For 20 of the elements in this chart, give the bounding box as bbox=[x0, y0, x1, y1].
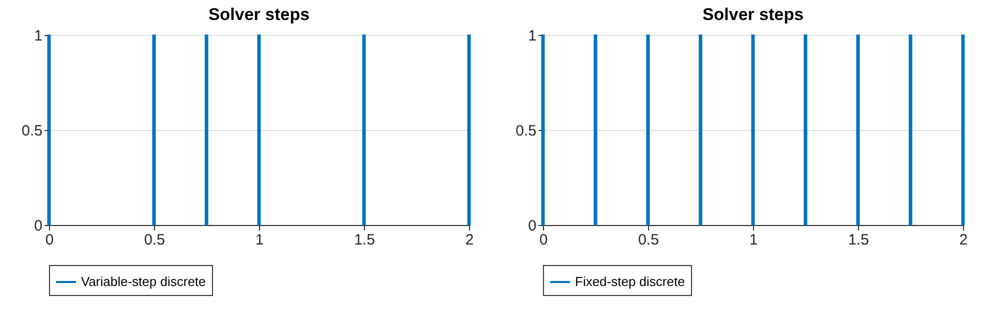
x-tick-label: 1 bbox=[255, 232, 264, 248]
y-tick-label: 1 bbox=[528, 28, 536, 44]
x-tick-label: 0.5 bbox=[144, 232, 165, 248]
legend-label: Fixed-step discrete bbox=[575, 274, 685, 289]
x-tick-label: 0 bbox=[539, 232, 548, 248]
x-tick-label: 2 bbox=[465, 232, 474, 248]
legend-label: Variable-step discrete bbox=[81, 274, 206, 289]
x-tick-label: 0.5 bbox=[638, 232, 659, 248]
x-tick-label: 2 bbox=[959, 232, 968, 248]
y-tick-label: 0.5 bbox=[516, 122, 536, 140]
y-tick-label: 0 bbox=[34, 218, 42, 234]
x-tick-label: 1.5 bbox=[354, 232, 375, 248]
y-tick-label: 0.5 bbox=[22, 122, 42, 140]
chart-title: Solver steps bbox=[702, 5, 804, 24]
y-tick-label: 1 bbox=[34, 28, 42, 44]
x-tick-label: 1 bbox=[749, 232, 758, 248]
y-tick-label: 0 bbox=[528, 218, 536, 234]
x-tick-label: 1.5 bbox=[848, 232, 869, 248]
chart-title: Solver steps bbox=[208, 5, 310, 24]
x-tick-label: 0 bbox=[45, 232, 54, 248]
